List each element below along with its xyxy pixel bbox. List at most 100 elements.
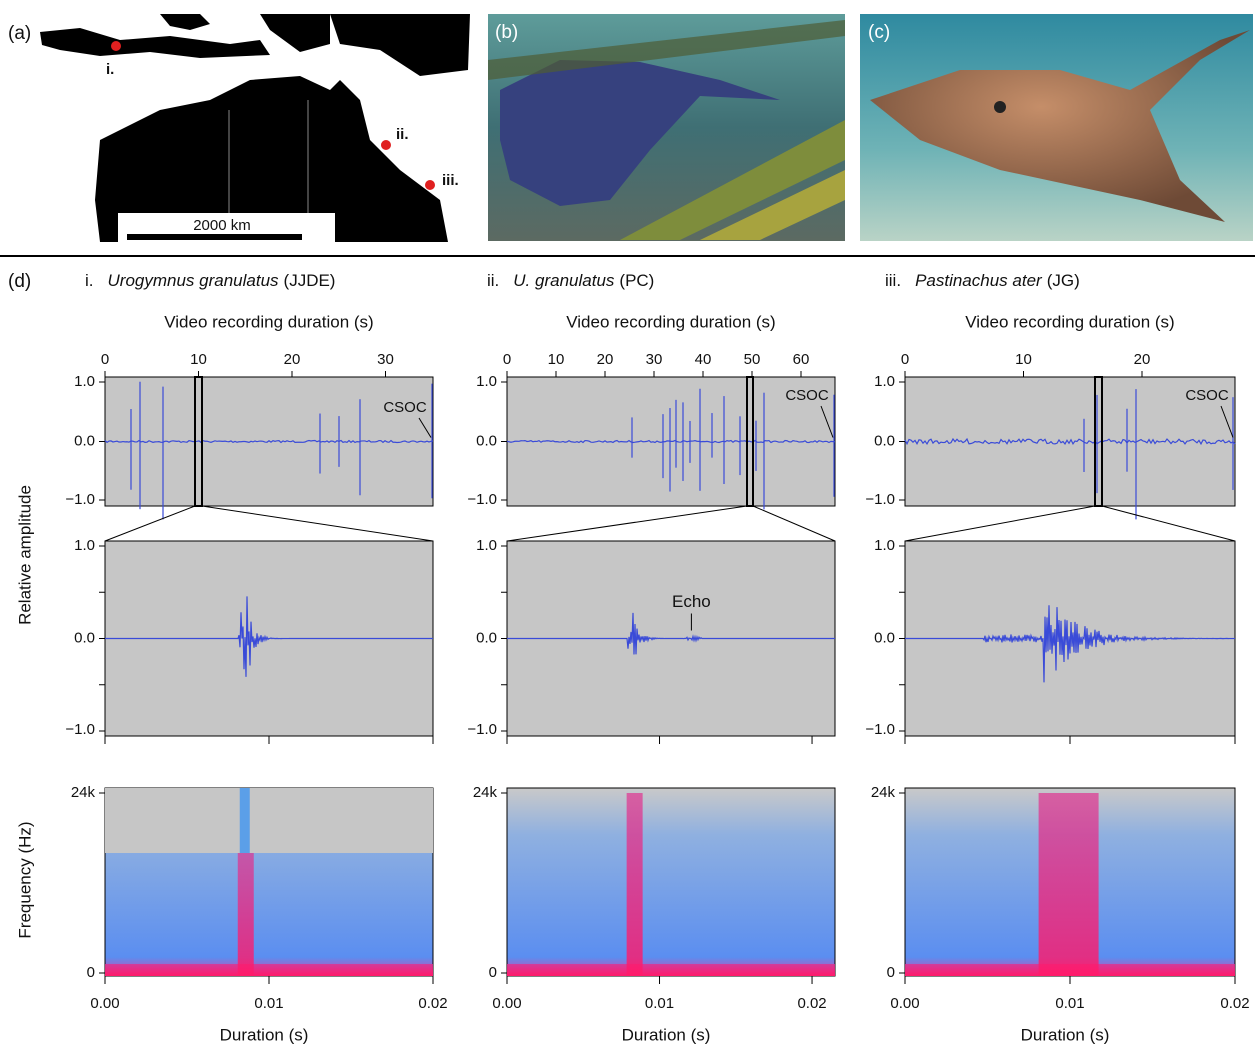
numeral: ii. [487,271,499,290]
panel-label: (a) [8,23,31,44]
annotation: CSOC [383,399,427,416]
waveform [506,439,836,444]
duration-tick-label: 0.01 [645,995,674,1012]
amplitude-tick-label: 0.0 [476,629,497,646]
frequency-tick-label: 0 [887,964,895,981]
site-label: i. [106,61,114,78]
top-tick-label: 20 [284,351,301,368]
amplitude-tick-label: −1.0 [467,721,497,738]
site-label: ii. [396,126,409,143]
annotation: CSOC [1185,387,1229,404]
site-label: iii. [442,172,459,189]
frequency-tick-label: 0 [87,964,95,981]
selection-box [746,376,754,507]
frequency-tick-label: 24k [71,784,96,801]
top-tick-label: 0 [901,351,909,368]
spectrogram-band [105,964,433,976]
amplitude-tick-label: −1.0 [467,491,497,508]
top-tick-label: 10 [1015,351,1032,368]
amplitude-tick-label: 1.0 [874,537,895,554]
spectrogram-band [626,793,643,976]
top-tick-label: 40 [695,351,712,368]
panel-label: (b) [495,22,518,43]
amplitude-tick-label: −1.0 [865,721,895,738]
photo: (b) [488,14,845,241]
column-title: i. Urogymnus granulatus (JJDE) [85,271,335,290]
spectrogram-region [105,788,433,853]
annotation-arrow [1220,405,1234,438]
numeral: iii. [885,271,901,290]
axis-title: Duration (s) [220,1025,309,1044]
column-title: ii. U. granulatus (PC) [487,271,654,290]
zoom-line [201,505,434,542]
map: (a) i. ii. iii. 2000 km [0,14,478,242]
zoom-line [904,505,1096,542]
top-tick-label: 50 [744,351,761,368]
observer: (JG) [1047,271,1080,290]
zoom-line [1101,505,1236,542]
duration-tick-label: 0.01 [254,995,283,1012]
waveform [105,596,433,677]
annotation-arrow [418,417,432,438]
selection-box [1094,376,1103,507]
top-tick-label: 30 [377,351,394,368]
axis-title: Video recording duration (s) [965,312,1174,331]
scale-bar-label: 2000 km [193,217,251,234]
selection-box [194,376,203,507]
waveform [905,605,1236,683]
top-tick-label: 10 [548,351,565,368]
duration-tick-label: 0.01 [1055,995,1084,1012]
top-tick-label: 30 [646,351,663,368]
amplitude-tick-label: 0.0 [874,432,895,449]
annotation-arrow [820,405,834,438]
duration-tick-label: 0.02 [1220,995,1249,1012]
zoom-line [506,505,748,542]
top-tick-label: 0 [101,351,109,368]
annotation: CSOC [785,387,829,404]
top-tick-label: 10 [190,351,207,368]
spectrogram-band [507,964,835,976]
numeral: i. [85,271,94,290]
duration-tick-label: 0.00 [890,995,919,1012]
axis-title: Duration (s) [622,1025,711,1044]
observer: (PC) [619,271,654,290]
species: Urogymnus granulatus [108,271,280,290]
spectrogram-band [237,853,254,976]
top-tick-label: 20 [597,351,614,368]
column-title: iii. Pastinachus ater (JG) [885,271,1080,290]
amplitude-tick-label: −1.0 [65,491,95,508]
amplitude-tick-label: 1.0 [74,373,95,390]
frequency-tick-label: 24k [871,784,896,801]
frequency-tick-label: 24k [473,784,498,801]
spectrogram-band [1038,793,1099,976]
axis-title: Frequency (Hz) [15,821,34,938]
panel-label: (c) [868,22,890,43]
spectrogram-band [239,788,250,853]
amplitude-tick-label: 0.0 [476,432,497,449]
frequency-tick-label: 0 [489,964,497,981]
annotation: Echo [672,592,711,611]
top-tick-label: 20 [1134,351,1151,368]
amplitude-tick-label: 1.0 [476,373,497,390]
axis-title: Video recording duration (s) [566,312,775,331]
amplitude-tick-label: 1.0 [74,537,95,554]
amplitude-tick-label: −1.0 [65,721,95,738]
observer: (JJDE) [284,271,336,290]
duration-tick-label: 0.02 [797,995,826,1012]
axis-title: Video recording duration (s) [164,312,373,331]
top-tick-label: 60 [793,351,810,368]
amplitude-tick-label: 0.0 [874,629,895,646]
top-tick-label: 0 [503,351,511,368]
amplitude-tick-label: 0.0 [74,629,95,646]
duration-tick-label: 0.02 [418,995,447,1012]
waveform [507,612,835,655]
amplitude-tick-label: −1.0 [865,491,895,508]
zoom-line [104,505,196,542]
waveform [904,437,1236,446]
amplitude-tick-label: 1.0 [476,537,497,554]
amplitude-tick-label: 0.0 [74,432,95,449]
duration-tick-label: 0.00 [90,995,119,1012]
spectrogram [506,787,836,977]
amplitude-tick-label: 1.0 [874,373,895,390]
